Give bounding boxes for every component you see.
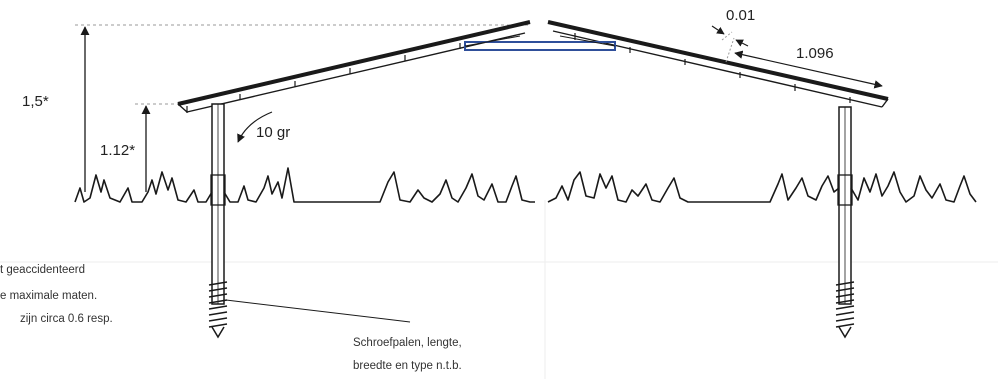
- ridge-height-label: 1,5*: [22, 93, 49, 110]
- panel-length-label: 1.096: [796, 45, 834, 62]
- note-screw-line-2: breedte en type n.t.b.: [353, 360, 462, 372]
- note-screw-line-1: Schroefpalen, lengte,: [353, 337, 462, 349]
- roof-panel-left: [177, 20, 531, 113]
- ground-line: [74, 167, 977, 203]
- ridge-vent: [464, 35, 616, 51]
- note-left-line-1: t geaccidenteerd: [0, 264, 85, 276]
- post-right: [835, 106, 855, 339]
- dimension-ridge-height: 1,5*: [22, 26, 90, 192]
- dimension-reference-lines: [75, 24, 528, 105]
- dimension-gap: 0.01: [711, 7, 755, 63]
- angle-annotation: 10 gr: [237, 111, 290, 143]
- note-screw-piles: Schroefpalen, lengte, breedte en type n.…: [225, 299, 462, 372]
- note-left: t geaccidenteerd e maximale maten. zijn …: [0, 264, 113, 325]
- roof-panel-right: [547, 20, 889, 108]
- angle-label: 10 gr: [256, 124, 290, 141]
- screw-pile-thread-left: [208, 281, 228, 328]
- screw-pile-thread-right: [835, 281, 855, 328]
- eave-height-label: 1.12*: [100, 142, 135, 159]
- dimension-eave-height: 1.12*: [100, 105, 151, 192]
- background-guides: [0, 200, 998, 379]
- note-left-line-2: e maximale maten.: [0, 290, 97, 302]
- gap-label: 0.01: [726, 7, 755, 24]
- note-left-line-3: zijn circa 0.6 resp.: [20, 313, 113, 325]
- dimension-panel-length: 1.096: [734, 45, 883, 89]
- post-left: [208, 103, 228, 339]
